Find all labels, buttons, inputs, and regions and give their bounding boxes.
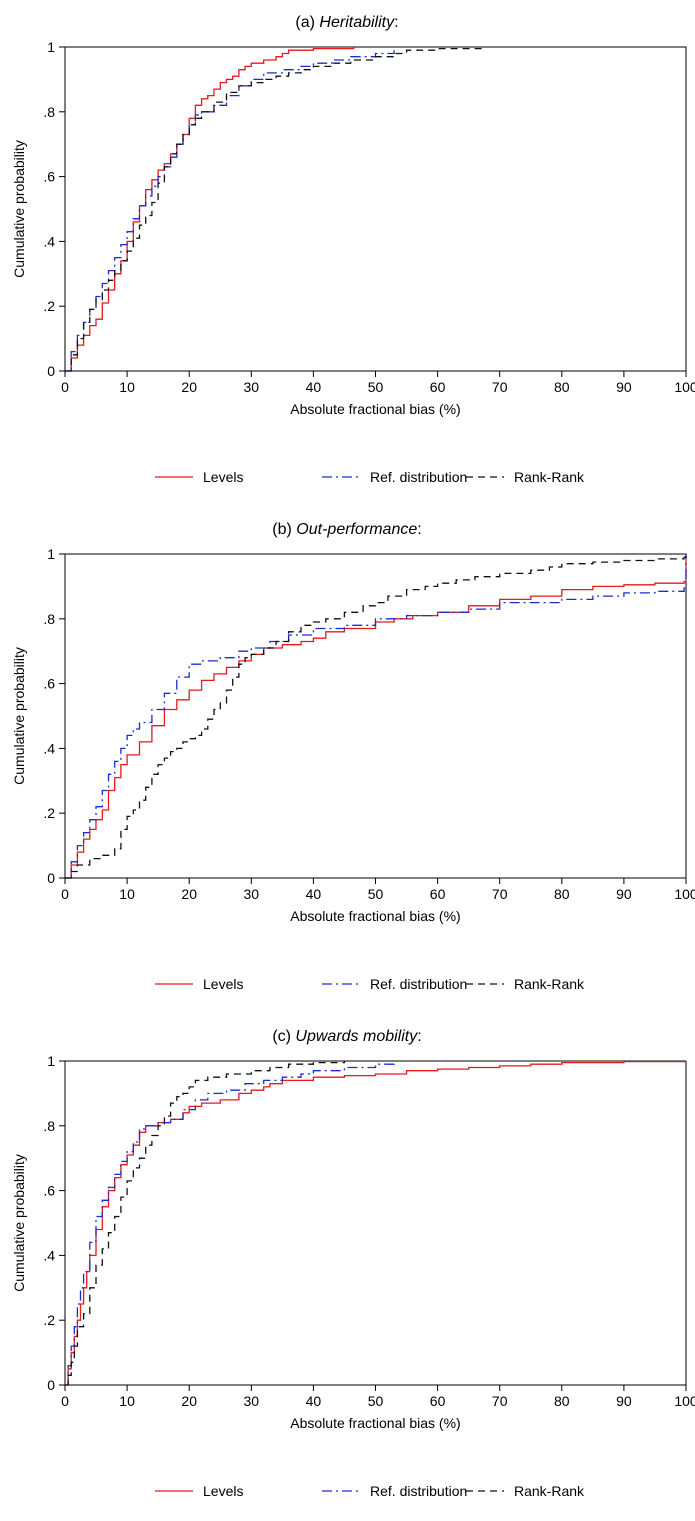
x-tick-label: 60 <box>430 379 446 395</box>
y-axis-label: Cumulative probability <box>11 647 27 785</box>
y-tick-label: .6 <box>43 1183 55 1199</box>
chart-panel-1: (b) Out-performance:0 10 20 30 40 50 60 70 80 90 1… <box>11 521 695 992</box>
series-line-rank-rank <box>65 1061 346 1386</box>
series-line-levels <box>65 47 355 372</box>
x-tick-label: 20 <box>181 379 197 395</box>
y-tick-label: .8 <box>43 1118 55 1134</box>
chart-title-prefix: (b) <box>272 521 296 538</box>
x-tick-label: 70 <box>492 379 508 395</box>
x-tick-label: 60 <box>430 1393 446 1409</box>
y-tick-label: .4 <box>43 740 55 756</box>
x-tick-label: 80 <box>554 1393 570 1409</box>
y-tick-label: .2 <box>43 1312 55 1328</box>
plot-area-frame <box>64 46 687 372</box>
y-tick-label: .4 <box>43 233 55 249</box>
chart-title-suffix: : <box>417 1028 421 1045</box>
legend-label: Levels <box>203 1483 243 1499</box>
legend-label: Ref. distribution <box>370 1483 467 1499</box>
y-tick-label: 0 <box>47 870 55 886</box>
x-tick-label: 90 <box>616 1393 632 1409</box>
chart-title-emphasis: Upwards mobility <box>295 1028 418 1045</box>
x-tick-label: 0 <box>61 379 69 395</box>
x-axis-label: Absolute fractional bias (%) <box>290 908 460 924</box>
x-tick-label: 40 <box>306 1393 322 1409</box>
chart-title-suffix: : <box>417 521 421 538</box>
series-line-levels <box>65 554 687 879</box>
series-line-ref-distribution <box>65 554 687 879</box>
x-tick-label: 100 <box>674 379 695 395</box>
chart-title-prefix: (c) <box>272 1028 295 1045</box>
legend-label: Rank-Rank <box>514 469 585 485</box>
x-axis-label: Absolute fractional bias (%) <box>290 1415 460 1431</box>
plot-area-frame <box>64 553 687 879</box>
chart-title-emphasis: Out-performance <box>296 521 417 538</box>
x-tick-label: 50 <box>368 886 384 902</box>
x-tick-label: 0 <box>61 1393 69 1409</box>
x-tick-label: 40 <box>306 379 322 395</box>
x-tick-label: 0 <box>61 886 69 902</box>
y-tick-label: .2 <box>43 298 55 314</box>
y-tick-label: .8 <box>43 104 55 120</box>
legend-label: Levels <box>203 469 243 485</box>
legend-label: Ref. distribution <box>370 469 467 485</box>
x-tick-label: 70 <box>492 886 508 902</box>
x-tick-label: 40 <box>306 886 322 902</box>
plot-area-frame <box>64 1060 687 1386</box>
series-line-rank-rank <box>65 47 485 372</box>
x-tick-label: 10 <box>119 1393 135 1409</box>
x-tick-label: 30 <box>244 379 260 395</box>
y-tick-label: .6 <box>43 676 55 692</box>
chart-title-emphasis: Heritability <box>319 14 395 31</box>
series-line-rank-rank <box>65 554 687 879</box>
chart-title: (a) Heritability: <box>295 14 398 31</box>
x-tick-label: 90 <box>616 886 632 902</box>
x-tick-label: 30 <box>244 886 260 902</box>
y-tick-label: .4 <box>43 1247 55 1263</box>
y-tick-label: 1 <box>47 546 55 562</box>
y-tick-label: 1 <box>47 39 55 55</box>
y-axis-label: Cumulative probability <box>11 140 27 278</box>
y-tick-label: 1 <box>47 1053 55 1069</box>
x-tick-label: 80 <box>554 379 570 395</box>
x-tick-label: 100 <box>674 886 695 902</box>
x-tick-label: 50 <box>368 379 384 395</box>
series-line-levels <box>65 1060 687 1386</box>
legend-label: Ref. distribution <box>370 976 467 992</box>
y-tick-label: 0 <box>47 363 55 379</box>
x-tick-label: 50 <box>368 1393 384 1409</box>
y-tick-label: .2 <box>43 805 55 821</box>
x-tick-label: 30 <box>244 1393 260 1409</box>
x-tick-label: 80 <box>554 886 570 902</box>
chart-title: (b) Out-performance: <box>272 521 421 538</box>
chart-panel-0: (a) Heritability: 0 10 20 30 40 50 60 70 80 90 100 0… <box>11 14 695 485</box>
x-tick-label: 10 <box>119 379 135 395</box>
y-axis-label: Cumulative probability <box>11 1154 27 1292</box>
series-line-ref-distribution <box>65 1061 395 1386</box>
x-tick-label: 100 <box>674 1393 695 1409</box>
legend-label: Rank-Rank <box>514 976 585 992</box>
y-tick-label: .8 <box>43 611 55 627</box>
series-line-ref-distribution <box>65 50 395 372</box>
legend-label: Levels <box>203 976 243 992</box>
y-tick-label: 0 <box>47 1377 55 1393</box>
y-tick-label: .6 <box>43 169 55 185</box>
x-tick-label: 60 <box>430 886 446 902</box>
x-axis-label: Absolute fractional bias (%) <box>290 401 460 417</box>
chart-title-suffix: : <box>394 14 398 31</box>
chart-panel-2: (c) Upwards mobility:0 10 20 30 40 50 60 70 80 90… <box>11 1028 695 1499</box>
chart-title: (c) Upwards mobility: <box>272 1028 421 1045</box>
x-tick-label: 90 <box>616 379 632 395</box>
x-tick-label: 10 <box>119 886 135 902</box>
x-tick-label: 20 <box>181 1393 197 1409</box>
chart-title-prefix: (a) <box>295 14 319 31</box>
legend-label: Rank-Rank <box>514 1483 585 1499</box>
x-tick-label: 70 <box>492 1393 508 1409</box>
x-tick-label: 20 <box>181 886 197 902</box>
